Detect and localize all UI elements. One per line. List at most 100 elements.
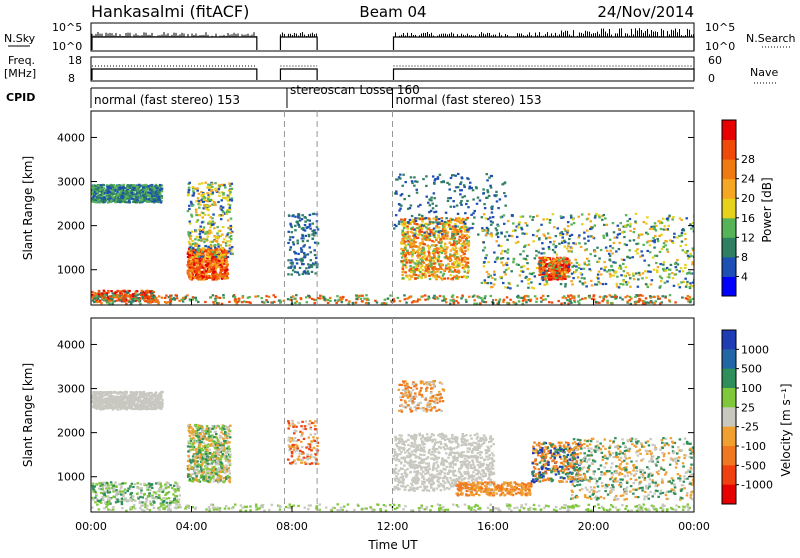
- power-cell: [210, 270, 213, 272]
- power-cell: [635, 213, 638, 215]
- power-cell: [214, 298, 217, 300]
- power-cell: [112, 292, 115, 294]
- power-cell: [216, 226, 219, 228]
- power-cell: [423, 232, 426, 234]
- power-cell: [474, 210, 477, 212]
- power-cell: [516, 263, 519, 265]
- power-cell: [485, 233, 488, 235]
- power-cell: [507, 287, 510, 289]
- power-cell: [452, 277, 455, 279]
- power-cell: [415, 189, 418, 191]
- power-cell: [571, 273, 574, 275]
- power-cell: [361, 295, 364, 297]
- power-cell: [526, 268, 529, 270]
- power-cell: [132, 298, 135, 300]
- power-cell: [536, 230, 539, 232]
- power-cell: [178, 300, 181, 302]
- power-cell: [196, 236, 199, 238]
- power-cell: [294, 229, 297, 231]
- power-cell: [102, 197, 105, 199]
- power-cell: [684, 238, 687, 240]
- power-cell: [296, 240, 299, 242]
- power-cell: [213, 227, 216, 229]
- power-cell: [600, 273, 603, 275]
- power-cell: [461, 260, 464, 262]
- power-cell: [629, 230, 632, 232]
- power-cell: [291, 273, 294, 275]
- power-cell: [508, 235, 511, 237]
- power-cell: [408, 278, 411, 280]
- power-cell: [218, 191, 221, 193]
- power-cell: [649, 271, 652, 273]
- power-cell: [549, 241, 552, 243]
- power-cell: [94, 292, 97, 294]
- power-cell: [680, 219, 683, 221]
- power-cell: [596, 247, 599, 249]
- power-cell: [645, 222, 648, 224]
- power-cell: [555, 235, 558, 237]
- power-cell: [441, 278, 444, 280]
- power-cell: [408, 235, 411, 237]
- power-cell: [219, 185, 222, 187]
- power-cell: [202, 229, 205, 231]
- power-cell: [94, 297, 97, 299]
- power-cell: [460, 243, 463, 245]
- power-cell: [463, 228, 466, 230]
- power-cell: [557, 300, 560, 302]
- power-cell: [443, 231, 446, 233]
- power-cell: [229, 236, 232, 238]
- power-cell: [609, 245, 612, 247]
- nsky-label: N.Sky: [4, 32, 36, 45]
- power-cell: [586, 229, 589, 231]
- power-cell: [220, 205, 223, 207]
- power-colorbar-swatch: [722, 276, 736, 296]
- power-cell: [452, 225, 455, 227]
- power-cell: [311, 271, 314, 273]
- power-cell: [91, 197, 94, 199]
- power-cell: [571, 283, 574, 285]
- power-cell: [221, 278, 224, 280]
- power-cell: [211, 203, 214, 205]
- power-cell: [553, 240, 556, 242]
- power-cell: [290, 224, 293, 226]
- power-cell: [587, 235, 590, 237]
- power-cell: [666, 218, 669, 220]
- power-cell: [466, 258, 469, 260]
- power-cell: [228, 301, 231, 303]
- power-cell: [216, 265, 219, 267]
- power-cell: [504, 250, 507, 252]
- power-cell: [202, 207, 205, 209]
- power-cell: [355, 298, 358, 300]
- power-cell: [416, 192, 419, 194]
- power-cell: [625, 266, 628, 268]
- power-cell: [624, 225, 627, 227]
- power-cell: [635, 272, 638, 274]
- power-cell: [130, 302, 133, 304]
- power-cell: [661, 248, 664, 250]
- power-cell: [443, 269, 446, 271]
- power-cell: [201, 221, 204, 223]
- power-cell: [289, 236, 292, 238]
- power-cell: [406, 250, 409, 252]
- power-cell: [298, 274, 301, 276]
- power-cell: [426, 298, 429, 300]
- power-cell: [512, 301, 515, 303]
- power-cell: [290, 262, 293, 264]
- power-cell: [432, 207, 435, 209]
- power-cell: [249, 302, 252, 304]
- power-cell: [565, 297, 568, 299]
- power-cell: [408, 297, 411, 299]
- power-cell: [213, 263, 216, 265]
- power-cell: [567, 266, 570, 268]
- power-cell: [441, 252, 444, 254]
- power-cell: [417, 249, 420, 251]
- power-cell: [457, 264, 460, 266]
- power-cell: [553, 264, 556, 266]
- power-cell: [682, 270, 685, 272]
- power-cell: [611, 252, 614, 254]
- power-cell: [613, 237, 616, 239]
- power-cell: [495, 258, 498, 260]
- power-colorbar-swatch: [722, 257, 736, 277]
- power-cell: [621, 298, 624, 300]
- power-cell: [511, 214, 514, 216]
